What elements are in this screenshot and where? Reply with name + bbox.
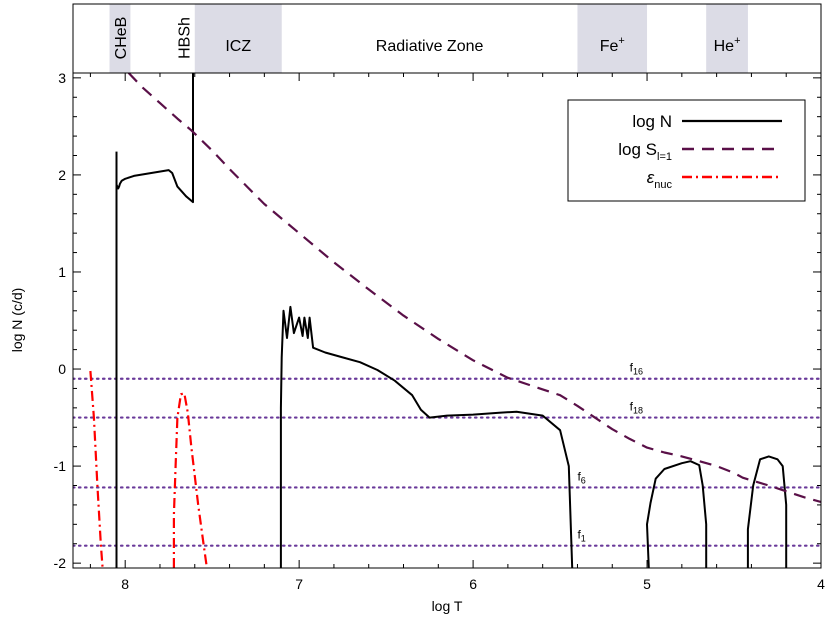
reference-label: f6	[577, 469, 585, 485]
reference-label: f16	[630, 361, 643, 377]
plot-frame	[72, 72, 822, 569]
zone-labels: CHeB HBSh ICZ Radiative Zone Fe+ He+	[113, 17, 741, 60]
reference-label: f1	[577, 528, 585, 544]
legend-label: εnuc	[647, 168, 673, 191]
y-tick-label: 3	[58, 70, 66, 86]
legend-label: log N	[632, 112, 672, 131]
zone-shade	[109, 4, 131, 73]
series-line	[646, 460, 708, 568]
reference-label: f18	[630, 400, 643, 416]
x-tick-label: 7	[295, 576, 303, 592]
series-line	[127, 73, 821, 504]
y-axis-title: log N (c/d)	[9, 288, 25, 353]
x-tick-label: 6	[469, 576, 477, 592]
plot-area: f16 f18 f6 f1	[73, 73, 821, 568]
x-tick-label: 5	[643, 576, 651, 592]
series-line	[172, 392, 208, 568]
y-tick-label: 0	[58, 361, 66, 377]
zone-shades	[109, 4, 748, 73]
zone-shade	[577, 4, 648, 73]
reference-lines	[73, 377, 821, 547]
y-tick-label: -1	[54, 458, 67, 474]
zone-label: ICZ	[225, 38, 251, 55]
y-tick-label: -2	[54, 555, 67, 571]
series-line	[115, 73, 194, 568]
legend-box	[567, 99, 806, 202]
zone-shade	[706, 4, 748, 73]
series-line	[279, 305, 574, 568]
zone-label: CHeB	[113, 17, 130, 60]
zone-label: HBSh	[176, 17, 193, 59]
y-tick-label: 1	[58, 264, 66, 280]
x-axis: 8 7 6 5 4	[89, 73, 825, 592]
x-tick-label: 4	[817, 576, 825, 592]
y-tick-label: 2	[58, 167, 66, 183]
zone-label: He+	[714, 35, 741, 55]
zone-label: Radiative Zone	[376, 38, 484, 55]
x-axis-title: log T	[432, 598, 463, 614]
series-layer	[89, 73, 821, 568]
series-line	[89, 370, 104, 568]
reference-labels: f16 f18 f6 f1	[577, 361, 643, 544]
series-line	[746, 455, 788, 568]
zone-shade	[194, 4, 282, 73]
x-tick-label: 8	[121, 576, 129, 592]
y-axis: -2 -1 0 1 2 3	[54, 70, 821, 571]
